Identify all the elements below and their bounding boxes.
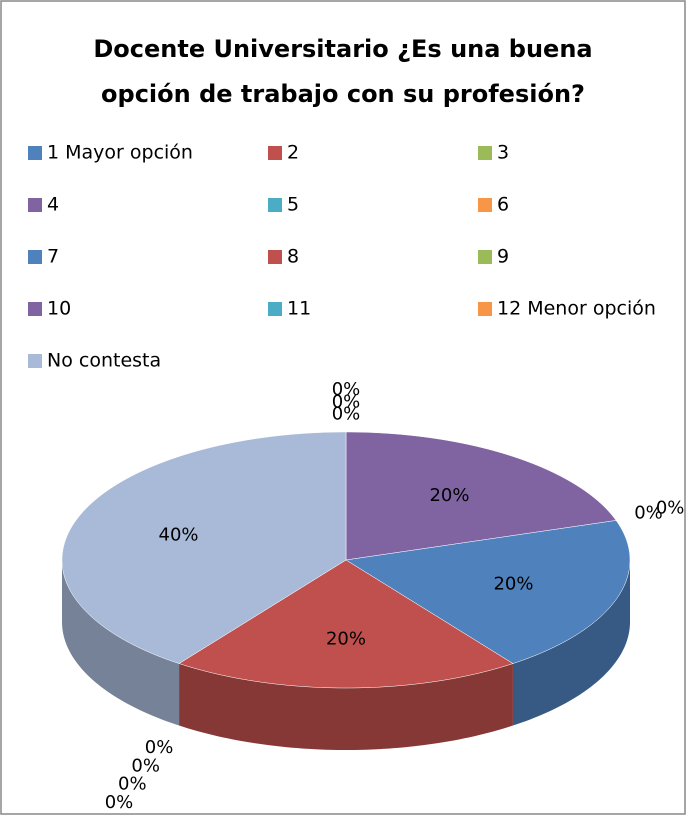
data-label: 20%: [429, 485, 469, 506]
data-label: 0%: [145, 737, 174, 758]
pie-slices: [61, 431, 631, 689]
legend-swatch: [478, 302, 492, 316]
legend-label: 8: [287, 246, 299, 268]
legend-label: 10: [47, 298, 71, 320]
pie-slice: [345, 520, 631, 664]
data-label: 0%: [118, 774, 147, 795]
legend-swatch: [478, 250, 492, 264]
legend-label: 12 Menor opción: [497, 298, 656, 320]
data-label: 40%: [159, 524, 199, 545]
chart-title: Docente Universitario ¿Es una buena opció…: [93, 35, 592, 108]
pie-sides: [62, 560, 630, 750]
pie-side: [179, 663, 513, 750]
legend-label: 3: [497, 142, 509, 164]
legend-label: 11: [287, 298, 311, 320]
legend-label: 2: [287, 142, 299, 164]
legend-swatch: [268, 302, 282, 316]
legend-swatch: [478, 146, 492, 160]
legend-label: 1 Mayor opción: [47, 142, 193, 164]
data-label: 0%: [332, 379, 361, 400]
pie-slice: [345, 431, 617, 561]
data-label: 0%: [105, 792, 134, 813]
legend-swatch: [268, 250, 282, 264]
legend-swatch: [28, 146, 42, 160]
data-label: 0%: [656, 498, 685, 519]
legend-swatch: [28, 198, 42, 212]
legend-label: 7: [47, 246, 59, 268]
data-label: 0%: [634, 503, 663, 524]
legend-swatch: [28, 302, 42, 316]
pie-side: [512, 560, 630, 726]
legend-label: 4: [47, 194, 59, 216]
data-label: 0%: [131, 755, 160, 776]
legend-label: 5: [287, 194, 299, 216]
legend-swatch: [268, 198, 282, 212]
pie-side: [62, 560, 180, 726]
legend-swatch: [28, 250, 42, 264]
pie-slice: [178, 559, 514, 689]
legend-swatch: [268, 146, 282, 160]
legend-label: 9: [497, 246, 509, 268]
legend-label: 6: [497, 194, 509, 216]
data-label: 0%: [332, 404, 361, 425]
legend-swatch: [478, 198, 492, 212]
data-label: 20%: [326, 628, 366, 649]
pie-slice: [61, 431, 347, 664]
legend-label: No contesta: [47, 350, 161, 372]
data-label: 0%: [332, 391, 361, 412]
data-label: 20%: [493, 574, 533, 595]
legend-swatch: [28, 354, 42, 368]
